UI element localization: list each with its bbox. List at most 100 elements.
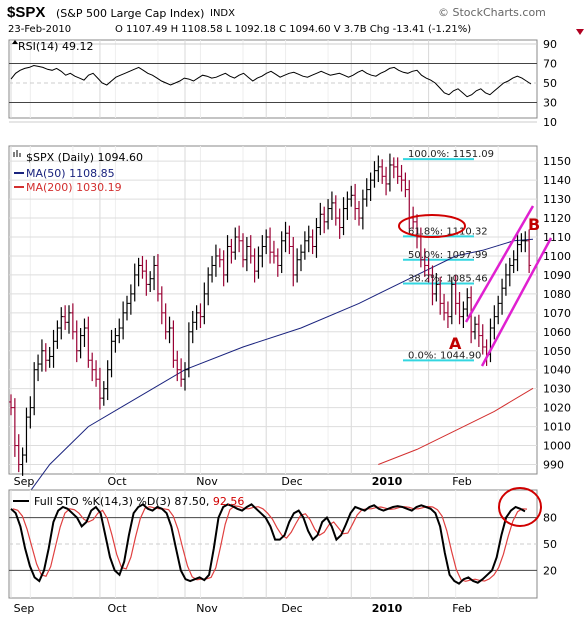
ohlc-bar — [357, 200, 361, 226]
ohlc-bar — [422, 248, 427, 277]
month-label: Oct — [107, 602, 127, 615]
exchange-label: INDX — [210, 8, 235, 19]
sto-tick-label: 80 — [543, 512, 557, 525]
price-panel — [8, 145, 538, 475]
ohlc-bar — [12, 398, 17, 457]
ohlc-bar — [461, 301, 466, 329]
price-tick-label: 1140 — [543, 174, 571, 187]
ohlc-bar — [465, 288, 470, 317]
ohlc-bar — [225, 235, 230, 283]
price-tick-label: 1050 — [543, 345, 571, 358]
ohlc-bar — [341, 197, 346, 236]
ohlc-bar — [63, 305, 68, 330]
ohlc-bar — [511, 250, 516, 274]
ohlc-bar — [132, 263, 137, 302]
ohlc-bar — [179, 358, 184, 387]
ohlc-bar — [291, 237, 296, 287]
ohlc-bar — [16, 434, 21, 473]
month-labels-bottom: Sep Oct Nov Dec 2010 Feb — [14, 602, 472, 615]
fib-label: 100.0%: 1151.09 — [408, 149, 494, 160]
ohlc-bar — [353, 183, 358, 220]
ohlc-bar — [503, 263, 508, 296]
ohlc-bar — [306, 225, 311, 253]
ohlc-bar — [55, 320, 60, 349]
month-label: Feb — [452, 602, 471, 615]
ohlc-bar — [78, 328, 83, 359]
price-tick-label: 1130 — [543, 193, 571, 206]
ohlc-bar — [125, 295, 129, 321]
legend-ma200: MA(200) 1030.19 — [26, 181, 122, 194]
ohlc-bar — [283, 221, 288, 253]
ohlc-bar — [295, 248, 300, 283]
ohlc-bar — [527, 229, 532, 274]
price-tick-label: 1000 — [543, 440, 571, 453]
rsi-panel — [8, 39, 538, 119]
ohlc-bar — [233, 227, 238, 260]
price-tick-label: 990 — [543, 459, 564, 472]
down-triangle-icon — [576, 29, 584, 35]
sto-k-line — [10, 503, 526, 585]
ohlc-bar — [171, 320, 176, 368]
ohlc-bar — [144, 259, 149, 296]
fib-label: 61.8%: 1110.32 — [408, 226, 488, 237]
ohlc-bar — [268, 227, 273, 264]
ohlc-bar — [391, 157, 396, 179]
ohlc-bar — [438, 276, 443, 315]
price-ticks: 1150 1140 1130 1120 1110 1100 1090 1080 1070 1060… — [543, 155, 571, 471]
ohlc-bar — [136, 257, 141, 287]
channel-lower — [480, 237, 553, 367]
ohlc-bar — [279, 231, 284, 274]
ohlc-bar — [183, 362, 187, 391]
ohlc-bar — [82, 318, 87, 347]
rsi-label: RSI(14) 49.12 — [18, 40, 93, 53]
ohlc-bar — [372, 161, 377, 188]
ohlc-bar — [167, 316, 172, 344]
sto-label: Full STO %K(14,3) %D(3) 87.50, 92.56 — [34, 495, 244, 508]
month-label: Nov — [196, 602, 218, 615]
ohlc-bar — [256, 246, 261, 279]
ohlc-bar — [32, 362, 37, 416]
ohlc-bar — [9, 394, 13, 416]
ohlc-bar — [113, 328, 118, 353]
price-tick-label: 1030 — [543, 383, 571, 396]
ohlc-bar — [476, 314, 481, 347]
ohlc-bar — [244, 237, 249, 272]
ohlc-bar — [314, 218, 319, 258]
ohlc-bar — [28, 396, 33, 429]
rsi-tick-label: 30 — [543, 97, 557, 110]
ohlc-bar — [515, 233, 520, 272]
ohlc-bar — [523, 231, 528, 253]
sto-tick-label: 50 — [543, 538, 557, 551]
fib-highlight-ellipse — [398, 214, 466, 238]
ohlc-bar — [318, 202, 323, 236]
ohlc-bar — [445, 301, 450, 329]
ohlc-quote: O 1107.49 H 1108.58 L 1092.18 C 1094.60 … — [115, 24, 472, 35]
sto-d-line — [12, 505, 528, 582]
ohlc-bar — [519, 233, 524, 253]
rsi-tick-label: 50 — [543, 77, 557, 90]
ohlc-bar — [275, 248, 280, 277]
ohlc-bar — [442, 293, 447, 321]
rsi-tick-label: 10 — [543, 116, 557, 129]
rsi-tick-label: 90 — [543, 38, 557, 51]
ohlc-bar — [395, 157, 400, 184]
ohlc-bar — [109, 329, 114, 378]
ohlc-bar — [252, 248, 257, 283]
ohlc-bar — [51, 329, 56, 368]
ohlc-bar — [206, 267, 211, 306]
price-tick-label: 1120 — [543, 212, 571, 225]
month-label: Dec — [281, 475, 302, 488]
ohlc-bar — [496, 295, 501, 325]
ohlc-bar — [128, 284, 133, 315]
month-label: Oct — [107, 475, 127, 488]
ohlc-bar — [190, 310, 195, 344]
ohlc-bar — [20, 447, 25, 476]
fib-text: 100.0%: 1151.09 61.8%: 1110.32 50.0%: 1097… — [408, 149, 494, 361]
ohlc-bar — [380, 159, 385, 184]
ohlc-bar — [105, 360, 110, 401]
ohlc-bar — [97, 367, 102, 410]
legend-ma50: MA(50) 1108.85 — [26, 167, 115, 180]
ohlc-bar — [229, 238, 234, 264]
ohlc-bar — [155, 254, 160, 302]
